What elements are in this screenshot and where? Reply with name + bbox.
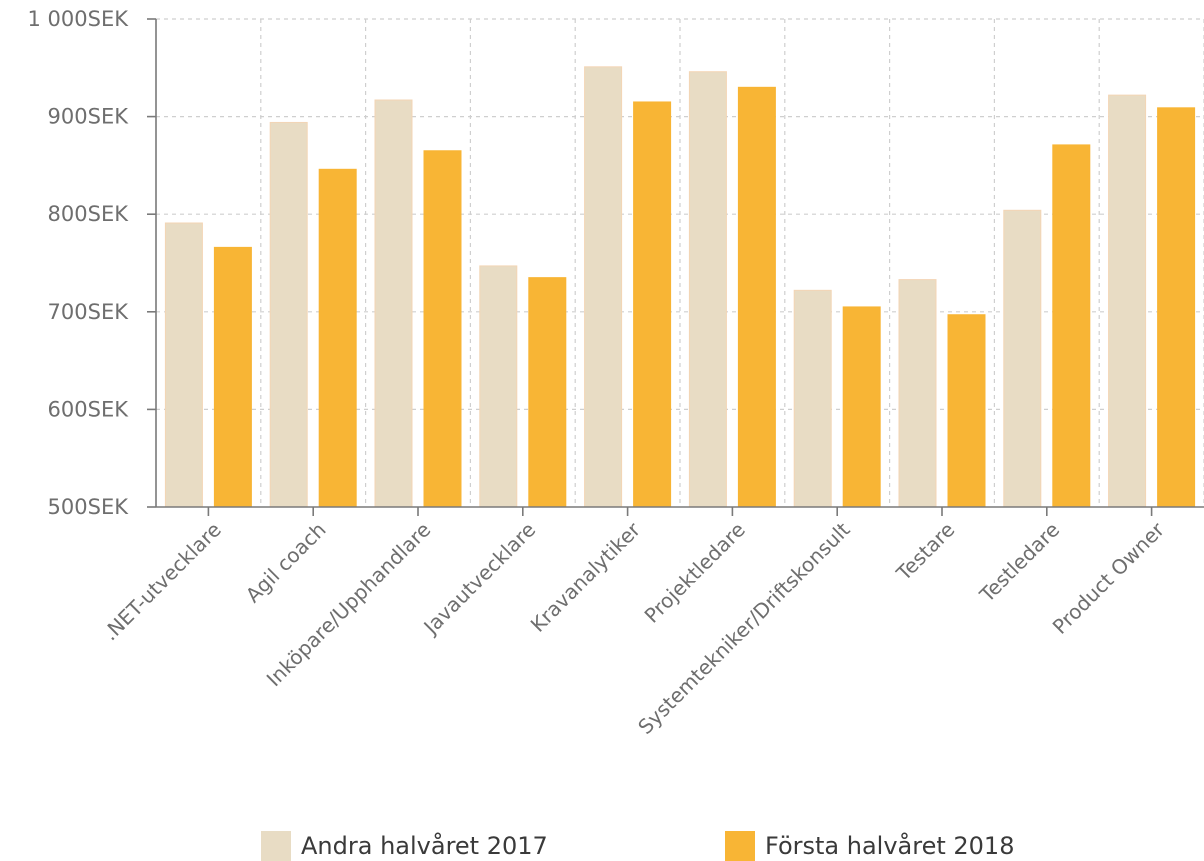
legend-label: Andra halvåret 2017 [301,831,548,860]
y-tick-label: 900SEK [48,105,130,129]
bar-forsta-halvaret-2018 [213,246,252,508]
y-tick-label: 500SEK [48,495,130,519]
bar-forsta-halvaret-2018 [318,168,357,508]
bar-forsta-halvaret-2018 [528,277,567,508]
x-tick-label: Projektledare [640,517,750,627]
x-tick-label: Systemtekniker/Driftskonsult [633,517,854,738]
x-tick-label: Kravanalytiker [526,517,646,637]
x-tick-label: Testledare [974,517,1064,607]
bar-andra-halvaret-2017 [584,66,623,508]
bar-andra-halvaret-2017 [164,222,203,508]
bar-forsta-halvaret-2018 [1157,107,1196,508]
x-tick-label: Javautvecklare [418,517,541,640]
bar-forsta-halvaret-2018 [1052,144,1091,508]
bar-forsta-halvaret-2018 [633,101,672,508]
x-tick-label: Agil coach [241,517,331,607]
bar-andra-halvaret-2017 [1003,209,1042,508]
x-tick-label: Testare [891,517,959,585]
bar-andra-halvaret-2017 [479,265,518,508]
y-tick-label: 700SEK [48,300,130,324]
y-tick-label: 800SEK [48,202,130,226]
bar-andra-halvaret-2017 [374,99,413,508]
bar-andra-halvaret-2017 [688,71,727,508]
y-tick-label: 600SEK [48,397,130,421]
x-tick-label: Product Owner [1048,517,1170,639]
bar-andra-halvaret-2017 [269,121,308,508]
bar-forsta-halvaret-2018 [947,314,986,508]
bar-forsta-halvaret-2018 [842,306,881,508]
bar-forsta-halvaret-2018 [737,86,776,508]
x-tick-label: .NET-utvecklare [98,517,226,645]
legend-label: Första halvåret 2018 [765,831,1014,860]
bar-forsta-halvaret-2018 [423,150,462,508]
bar-andra-halvaret-2017 [793,289,832,508]
y-tick-label: 1 000SEK [28,7,130,31]
bar-andra-halvaret-2017 [1108,94,1147,508]
legend-swatch [725,831,755,861]
bar-andra-halvaret-2017 [898,279,937,508]
legend-swatch [261,831,291,861]
